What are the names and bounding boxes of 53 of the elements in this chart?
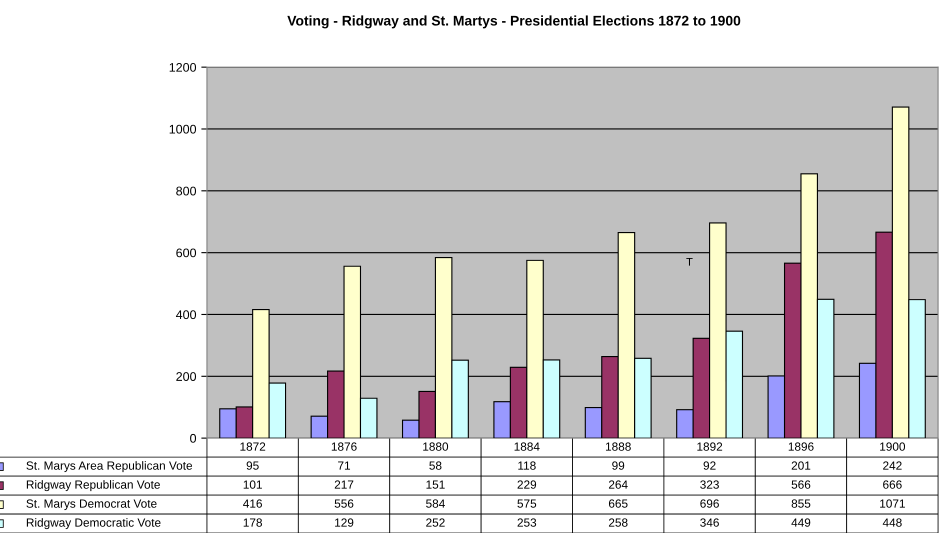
data-label: 1071 [880,499,905,508]
data-label: 101 [244,480,262,489]
x-tick-label: 1872 [240,442,266,451]
data-label: 92 [704,461,716,470]
data-label: 696 [700,499,719,508]
data-label: 151 [426,480,445,489]
data-label: 178 [244,518,262,527]
data-label: 201 [792,461,810,470]
data-label: 346 [700,518,719,527]
data-label: 253 [518,518,536,527]
data-label: 258 [608,518,628,527]
annotation: T [686,258,693,266]
y-tick-label: 800 [176,186,196,196]
data-label: 666 [883,480,902,489]
x-tick-label: 1896 [788,442,814,451]
legend-label: Ridgway Democratic Vote [26,518,161,530]
y-tick-label: 0 [190,434,196,443]
data-label: 855 [792,499,810,508]
y-tick-label: 1000 [170,124,196,134]
data-label: 665 [608,499,628,508]
y-tick-label: 1200 [170,62,196,72]
data-label: 99 [612,461,624,470]
data-label: 323 [700,480,719,489]
data-label: 95 [246,461,259,470]
data-label: 584 [426,499,445,508]
data-label: 229 [518,480,536,489]
data-label: 449 [791,518,810,527]
data-label: 448 [882,518,902,527]
data-label: 71 [338,462,350,470]
data-label: 575 [517,500,536,508]
data-label: 129 [335,518,354,527]
data-label: 264 [608,480,628,489]
data-label: 566 [792,480,810,489]
y-tick-label: 400 [176,310,196,320]
data-label: 556 [334,499,354,508]
x-tick-label: 1888 [606,442,631,451]
legend-label: St. Marys Democrat Vote [26,499,157,510]
data-label: 118 [518,461,536,470]
data-label: 58 [429,461,442,470]
data-label: 416 [243,499,262,508]
legend-label: St. Marys Area Republican Vote [26,461,192,472]
x-tick-label: 1880 [423,442,448,451]
x-tick-label: 1892 [697,442,722,451]
data-label: 252 [426,518,445,527]
x-tick-label: 1884 [514,442,540,451]
y-tick-label: 600 [176,248,196,258]
legend-label: Ridgway Republican Vote [26,480,160,492]
data-label: 217 [334,480,354,489]
chart-title: Voting - Ridgway and St. Martys - Presidential Elections 1872 to 1900 [287,15,740,28]
x-tick-label: 1876 [332,442,357,451]
y-tick-label: 200 [176,372,196,381]
x-tick-label: 1900 [880,442,906,451]
data-label: 242 [883,461,902,470]
